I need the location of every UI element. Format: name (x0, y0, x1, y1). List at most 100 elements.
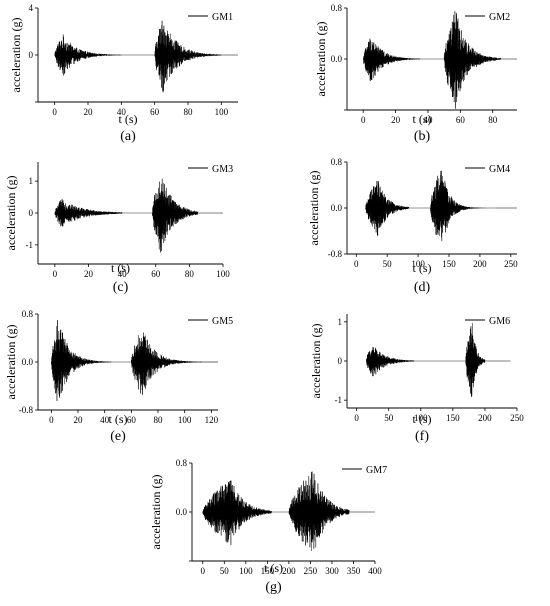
x-tick-label: 400 (368, 566, 382, 576)
x-tick-label: 200 (282, 566, 296, 576)
x-tick-label: 100 (215, 107, 229, 117)
x-tick-label: 50 (383, 259, 393, 269)
y-tick-label: 0.8 (331, 3, 343, 13)
x-tick-label: 200 (473, 259, 487, 269)
x-tick-label: 100 (178, 415, 192, 425)
x-tick-label: 80 (185, 269, 195, 279)
x-tick-label: 20 (74, 415, 84, 425)
x-tick-label: 60 (127, 415, 137, 425)
y-tick-label: -1 (26, 240, 34, 250)
y-tick-label: 0.8 (22, 309, 34, 319)
legend-label: GM2 (489, 12, 510, 23)
x-tick-label: 80 (184, 107, 194, 117)
x-tick-label: 20 (391, 115, 401, 125)
y-axis-label: acceleration (g) (4, 176, 18, 251)
x-tick-label: 0 (354, 259, 359, 269)
x-axis-label: t (s) (264, 561, 283, 575)
legend-label: GM1 (212, 12, 233, 23)
x-tick-label: 150 (442, 259, 456, 269)
chart-panel: -1 0 1 0 50 100 150 200 250 t (s) acceleration (g)… (309, 314, 524, 444)
x-axis-label: t (s) (111, 261, 130, 275)
x-axis-label: t (s) (413, 112, 432, 126)
x-tick-label: 100 (216, 269, 230, 279)
x-tick-label: 100 (414, 413, 428, 423)
x-tick-label: 150 (261, 566, 275, 576)
x-tick-label: 60 (150, 107, 160, 117)
y-tick-label: 0.0 (22, 357, 34, 367)
y-axis-label: acceleration (g) (314, 22, 328, 97)
x-tick-label: 350 (347, 566, 361, 576)
x-tick-label: 0 (354, 413, 359, 423)
series-line (51, 320, 205, 401)
series-line (362, 11, 502, 109)
y-tick-label: 1 (338, 317, 343, 327)
x-tick-label: 0 (361, 115, 366, 125)
chart-panel: -0.8 0.0 0.8 0 20 40 60 80 100 120 t (s) accelerati… (4, 309, 233, 444)
panel-label: (a) (120, 129, 136, 144)
series-line (366, 323, 486, 398)
y-tick-label: -0.8 (19, 405, 34, 415)
y-axis-label: acceleration (g) (309, 324, 323, 399)
y-tick-label: 0.0 (331, 54, 343, 64)
y-axis-label: acceleration (g) (149, 475, 163, 550)
chart-panel: 0.0 0.8 0 50 100 150 200 250 300 350 400 t (s) accel… (149, 458, 387, 595)
panel-label: (e) (110, 429, 126, 444)
y-tick-label: 0 (29, 50, 34, 60)
y-tick-label: -1 (335, 395, 343, 405)
x-axis-label: t (s) (413, 261, 432, 275)
y-tick-label: -0.8 (328, 249, 343, 259)
y-tick-label: 0.0 (331, 203, 343, 213)
x-tick-label: 40 (100, 415, 110, 425)
x-tick-label: 120 (205, 415, 219, 425)
y-axis-label: acceleration (g) (9, 18, 23, 93)
chart-panel: 0.0 0.8 0 20 40 60 80 t (s) acceleration (g) (b) G… (314, 3, 517, 144)
x-tick-label: 80 (154, 415, 164, 425)
panel-label: (f) (415, 429, 429, 444)
x-tick-label: 300 (325, 566, 339, 576)
y-axis-label: acceleration (g) (4, 325, 18, 400)
legend-label: GM3 (212, 164, 233, 175)
x-tick-label: 40 (117, 107, 127, 117)
x-axis-label: t (s) (413, 412, 432, 426)
x-tick-label: 40 (423, 115, 433, 125)
x-tick-label: 40 (118, 269, 128, 279)
legend-label: GM7 (366, 465, 387, 476)
x-tick-label: 60 (151, 269, 161, 279)
x-tick-label: 100 (239, 566, 253, 576)
y-tick-label: 0.8 (331, 157, 343, 167)
x-tick-label: 0 (52, 107, 57, 117)
x-tick-label: 250 (510, 413, 524, 423)
series-line (202, 471, 350, 551)
series-line (365, 170, 496, 242)
x-tick-label: 150 (446, 413, 460, 423)
x-tick-label: 60 (456, 115, 466, 125)
y-tick-label: 0.8 (176, 458, 188, 468)
x-axis-label: t (s) (109, 412, 128, 426)
x-tick-label: 100 (411, 259, 425, 269)
x-tick-label: 20 (84, 269, 94, 279)
series-line (54, 178, 199, 253)
x-tick-label: 0 (201, 566, 206, 576)
y-tick-label: 0 (338, 356, 343, 366)
x-tick-label: 0 (53, 269, 58, 279)
panel-label: (b) (414, 129, 431, 144)
series-line (54, 20, 222, 93)
x-tick-label: 80 (488, 115, 498, 125)
y-tick-label: 0.0 (176, 507, 188, 517)
chart-panel: -0.8 0.0 0.8 0 50 100 150 200 250 t (s) accelerati… (307, 157, 518, 295)
x-axis-label: t (s) (119, 112, 138, 126)
legend-label: GM6 (489, 316, 510, 327)
x-tick-label: 50 (384, 413, 394, 423)
x-tick-label: 250 (504, 259, 518, 269)
y-tick-label: 0 (29, 208, 34, 218)
panel-label: (d) (414, 280, 431, 295)
x-tick-label: 50 (220, 566, 230, 576)
panel-label: (g) (265, 580, 282, 595)
legend-label: GM5 (212, 316, 233, 327)
x-tick-label: 200 (478, 413, 492, 423)
x-tick-label: 0 (49, 415, 54, 425)
x-tick-label: 20 (84, 107, 94, 117)
y-tick-label: 4 (29, 3, 34, 13)
